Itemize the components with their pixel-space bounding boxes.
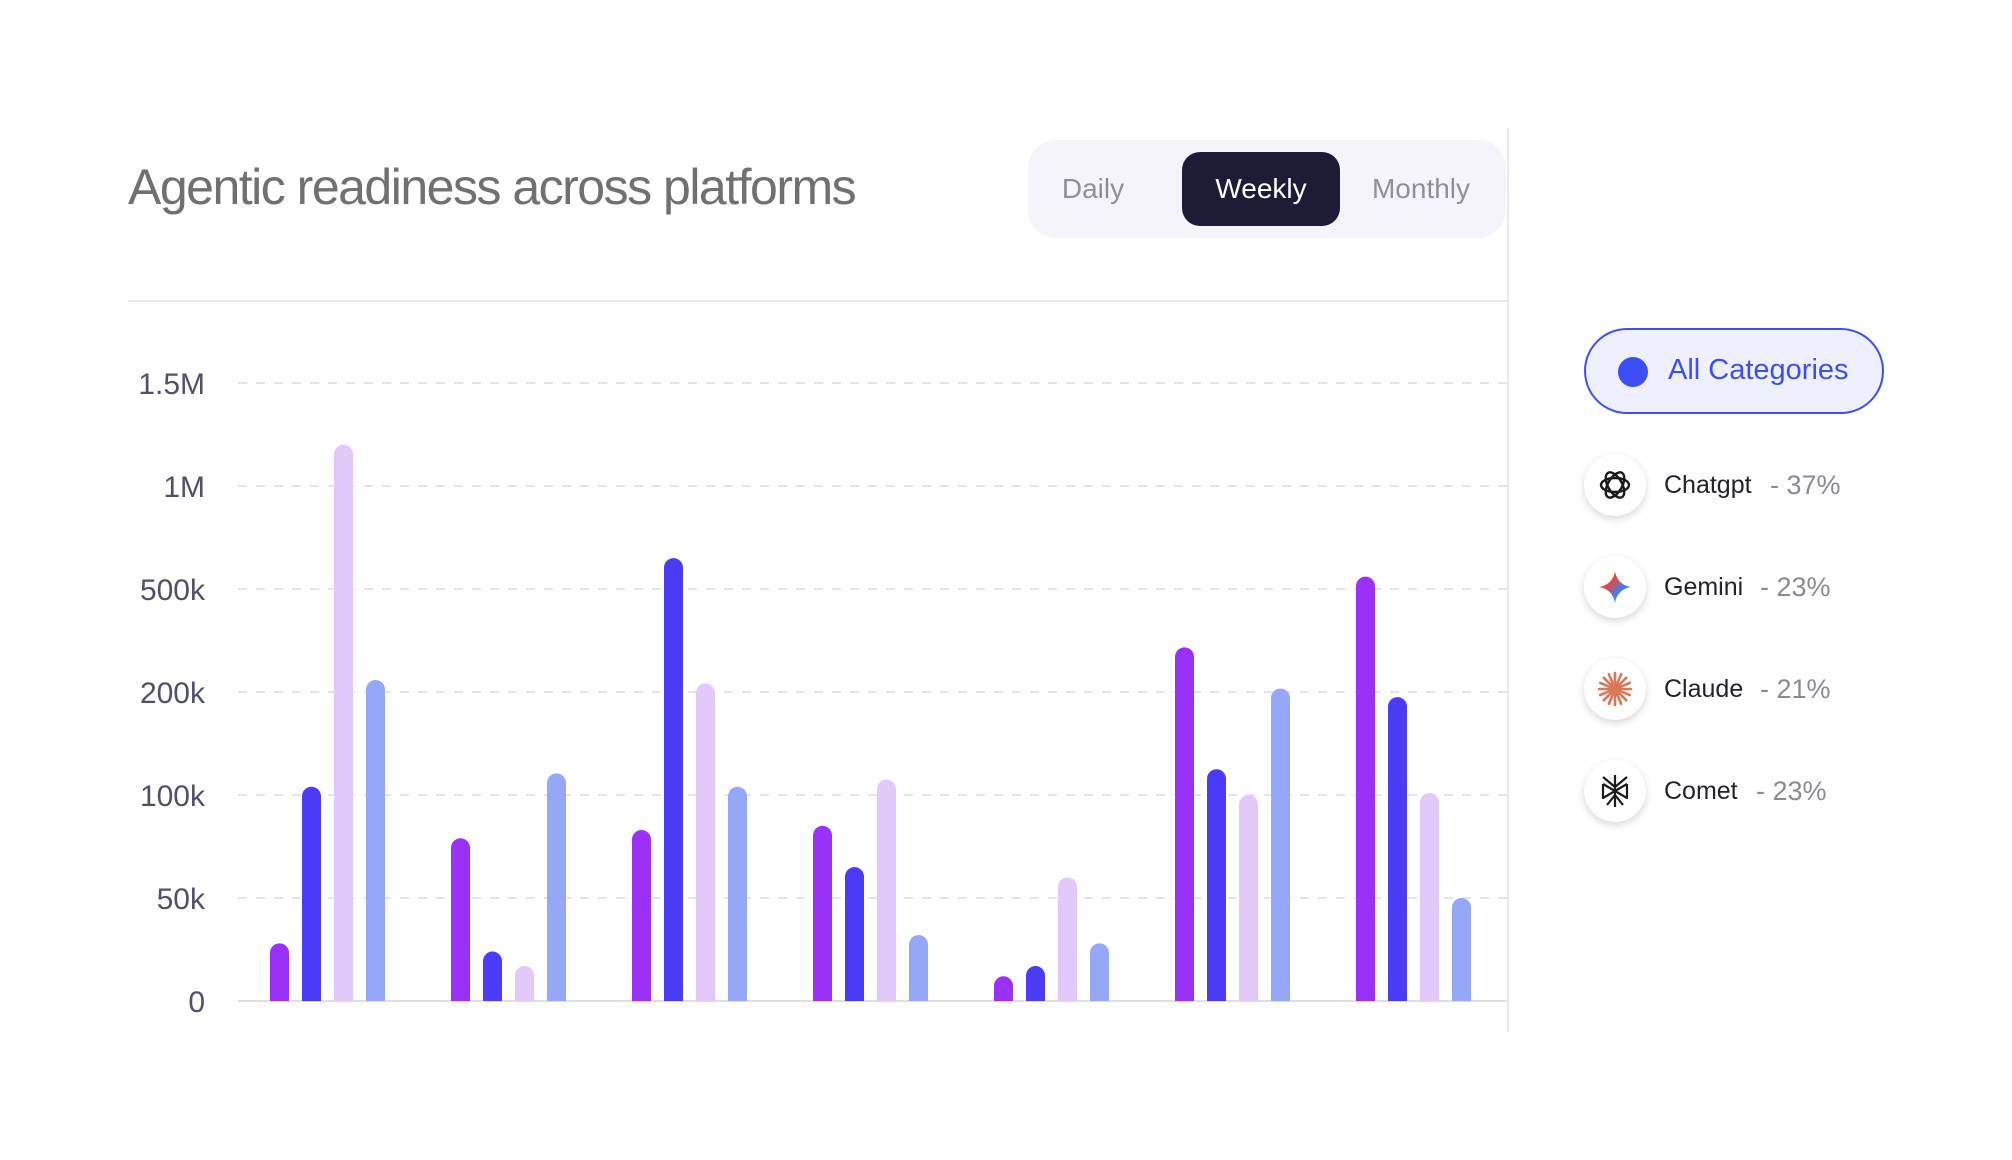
bar [632, 830, 651, 1001]
bar [302, 786, 321, 1001]
bar [451, 838, 470, 1001]
legend-share-comet: - 23% [1756, 776, 1827, 806]
bar [1271, 688, 1290, 1001]
all-categories-dot [1618, 357, 1648, 387]
legend-name-comet: Comet [1664, 777, 1738, 805]
legend-name-chatgpt: Chatgpt [1664, 471, 1752, 499]
bar [1026, 965, 1045, 1001]
bar [1090, 943, 1109, 1001]
y-tick-label: 500k [140, 574, 206, 607]
bar [1420, 792, 1439, 1001]
bar [483, 951, 502, 1001]
legend-share-claude: - 21% [1760, 674, 1831, 704]
bar [1452, 898, 1471, 1001]
legend-share-gemini: - 23% [1760, 572, 1831, 602]
toggle-weekly[interactable]: Weekly [1182, 152, 1340, 226]
legend-name-gemini: Gemini [1664, 573, 1744, 601]
y-tick-label: 1M [163, 471, 205, 504]
bar [1388, 697, 1407, 1001]
bar [547, 773, 566, 1001]
bar [728, 786, 747, 1001]
bar [515, 965, 534, 1001]
bar [1356, 576, 1375, 1001]
chatgpt-logo-icon [1584, 454, 1646, 516]
bar [813, 825, 832, 1001]
bar [366, 679, 385, 1001]
bar [1239, 795, 1258, 1001]
bar [909, 935, 928, 1001]
bar [845, 867, 864, 1001]
claude-logo-icon [1584, 658, 1646, 720]
legend-share-chatgpt: - 37% [1770, 470, 1841, 500]
period-toggle: Daily Weekly Monthly [1028, 140, 1506, 238]
chart-title: Agentic readiness across platforms [128, 159, 857, 215]
bar [1058, 877, 1077, 1001]
legend-item-chatgpt[interactable]: Chatgpt - 37% [1584, 454, 1904, 516]
bar-chart: 0 50k 100k 200k 500k 1M 1.5M [138, 368, 1507, 1019]
bar [664, 558, 683, 1001]
comet-logo-icon [1584, 760, 1646, 822]
legend-divider [1507, 128, 1509, 1032]
y-tick-label: 0 [188, 986, 205, 1019]
bar [1175, 647, 1194, 1001]
bar [334, 444, 353, 1001]
bar [696, 683, 715, 1001]
bar [877, 779, 896, 1001]
bar [994, 976, 1013, 1001]
y-tick-label: 1.5M [138, 368, 205, 401]
all-categories-button[interactable]: All Categories [1584, 328, 1884, 414]
legend-item-gemini[interactable]: Gemini - 23% [1584, 556, 1904, 618]
y-tick-label: 200k [140, 677, 206, 710]
bar [1207, 769, 1226, 1001]
toggle-monthly[interactable]: Monthly [1371, 173, 1471, 204]
legend-item-claude[interactable]: Claude - 21% [1584, 658, 1904, 720]
all-categories-label: All Categories [1668, 354, 1849, 386]
gemini-logo-icon [1584, 556, 1646, 618]
y-tick-label: 50k [157, 883, 206, 916]
bar [270, 943, 289, 1001]
legend-name-claude: Claude [1664, 675, 1744, 703]
legend-item-comet[interactable]: Comet - 23% [1584, 760, 1904, 822]
y-tick-label: 100k [140, 780, 206, 813]
toggle-daily[interactable]: Daily [1061, 173, 1125, 204]
header-divider [128, 300, 1508, 302]
